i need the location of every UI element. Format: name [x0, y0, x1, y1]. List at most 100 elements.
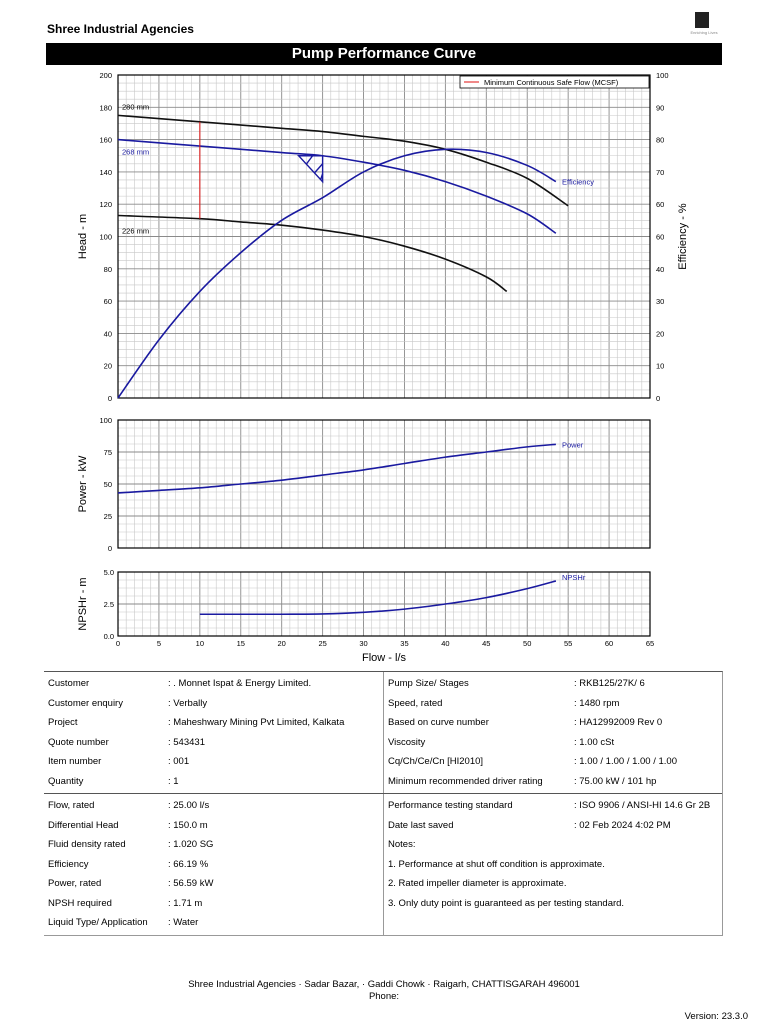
info-value: : 543431 — [168, 736, 205, 748]
version-label: Version: 23.3.0 — [684, 1011, 748, 1022]
info-value: : Water — [168, 917, 199, 928]
info-row: Date last saved : 02 Feb 2024 4:02 PM — [388, 816, 722, 836]
info-value: : 1480 rpm — [574, 697, 620, 709]
info-label: Customer enquiry — [48, 697, 123, 709]
legend-box — [459, 75, 650, 89]
efficiency-tick: 90 — [656, 103, 664, 112]
chart-grids — [117, 74, 651, 637]
info-label: Project — [48, 717, 78, 728]
flow-tick: 50 — [523, 639, 531, 648]
power-tick: 75 — [104, 448, 112, 457]
info-row: Pump Size/ Stages: RKB125/27K/ 6 — [388, 674, 722, 694]
curve-268-mm — [117, 138, 557, 234]
info-block-bottom: Flow, rated : 25.00 l/s Differential Head:… — [44, 794, 722, 935]
power-axis-label: Power - kW — [77, 455, 89, 512]
flow-tick: 10 — [196, 639, 204, 648]
standards-notes: Performance testing standard : ISO 9906 /… — [383, 794, 722, 935]
info-value: : 1.00 / 1.00 / 1.00 / 1.00 — [574, 756, 677, 767]
info-value: : 66.19 % — [168, 858, 209, 870]
rated-conditions: Flow, rated : 25.00 l/s Differential Head:… — [44, 794, 383, 935]
pump-info: Pump Size/ Stages: RKB125/27K/ 6 Speed, r… — [383, 672, 722, 793]
head-tick: 100 — [99, 233, 112, 242]
info-value: : 1.020 SG — [168, 839, 214, 850]
curve-280-mm — [117, 114, 569, 207]
info-value: : . Monnet Ispat & Energy Limited. — [168, 678, 312, 689]
info-label: Quantity — [48, 775, 84, 787]
info-label: Based on curve number — [388, 717, 489, 728]
info-label: Liquid Type/ Application — [48, 917, 148, 928]
info-block-top: Customer : . Monnet Ispat & Energy Limite… — [44, 672, 722, 794]
info-value: : HA12992009 Rev 0 — [574, 717, 663, 728]
curve-efficiency — [117, 148, 557, 399]
npsh-tick: 5.0 — [104, 568, 114, 577]
logo-caption: Enriching Lives — [690, 30, 718, 35]
npsh-tick: 0.0 — [104, 632, 114, 641]
label-npshr: NPSHr — [562, 573, 586, 582]
efficiency-tick: 40 — [656, 265, 664, 274]
curve-power — [117, 443, 556, 494]
flow-tick: 45 — [482, 639, 490, 648]
head-tick: 40 — [104, 329, 112, 338]
head-tick: 140 — [99, 168, 112, 177]
efficiency-tick: 100 — [656, 71, 669, 80]
efficiency-tick: 30 — [656, 297, 664, 306]
footer: Shree Industrial Agencies · Sadar Bazar,… — [0, 979, 768, 1003]
info-label: Date last saved — [388, 819, 454, 831]
info-row: Efficiency: 66.19 % — [48, 855, 383, 875]
power-tick: 25 — [104, 512, 112, 521]
info-label: Differential Head — [48, 819, 119, 831]
flow-tick: 5 — [157, 639, 161, 648]
footer-phone: Phone: — [368, 991, 400, 1002]
info-label: Speed, rated — [388, 697, 443, 709]
info-value: : 1.00 cSt — [574, 736, 615, 748]
footer-address: Shree Industrial Agencies · Sadar Bazar,… — [188, 979, 580, 990]
info-value: : 25.00 l/s — [168, 800, 210, 811]
info-label: Flow, rated — [48, 800, 95, 811]
info-row: Project : Maheshwary Mining Pvt Limited, … — [48, 713, 383, 733]
pump-info-table: Customer : . Monnet Ispat & Energy Limite… — [44, 671, 723, 936]
info-row: Viscosity: 1.00 cSt — [388, 733, 722, 753]
flow-tick: 20 — [278, 639, 286, 648]
head-tick: 20 — [104, 362, 112, 371]
info-label: Fluid density rated — [48, 839, 126, 850]
notes-title: Notes: — [388, 839, 416, 850]
performance-charts: 0204060801001201401601802000102030406060… — [77, 71, 689, 664]
head-tick: 60 — [104, 297, 112, 306]
info-label: Cq/Ch/Ce/Cn [HI2010] — [388, 756, 484, 767]
head-tick: 120 — [99, 200, 112, 209]
info-row: Liquid Type/ Application : Water — [48, 913, 383, 933]
head-tick: 200 — [99, 71, 112, 80]
legend-mcsf-label: Minimum Continuous Safe Flow (MCSF) — [484, 78, 619, 87]
info-label: Performance testing standard — [388, 800, 513, 811]
info-row: Customer enquiry: Verbally — [48, 694, 383, 714]
head-axis-label: Head - m — [77, 214, 89, 259]
info-label: Pump Size/ Stages — [388, 678, 469, 689]
flow-tick: 15 — [237, 639, 245, 648]
info-label: Customer — [48, 678, 90, 689]
head-tick: 80 — [104, 265, 112, 274]
company-name: Shree Industrial Agencies — [47, 22, 194, 36]
info-label: Quote number — [48, 736, 109, 748]
company-logo — [695, 12, 709, 28]
flow-tick: 65 — [646, 639, 654, 648]
note-item: 2. Rated impeller diameter is approximat… — [388, 878, 567, 889]
flow-tick: 55 — [564, 639, 572, 648]
power-tick: 100 — [99, 416, 112, 425]
info-row: Quote number : 543431 — [48, 733, 383, 753]
flow-tick: 60 — [605, 639, 613, 648]
info-row: Differential Head: 150.0 m — [48, 816, 383, 836]
npsh-axis-label: NPSHr - m — [77, 577, 89, 630]
efficiency-tick: 0 — [656, 394, 660, 403]
info-value: : ISO 9906 / ANSI-HI 14.6 Gr 2B — [574, 800, 711, 811]
chart-curves — [117, 114, 569, 616]
info-value: : 75.00 kW / 101 hp — [574, 775, 657, 787]
head-tick: 0 — [108, 394, 112, 403]
info-row: Based on curve number : HA12992009 Rev 0 — [388, 713, 722, 733]
info-label: Power, rated — [48, 878, 102, 889]
info-value: : 02 Feb 2024 4:02 PM — [574, 819, 671, 831]
power-tick: 0 — [108, 544, 112, 553]
info-value: : Maheshwary Mining Pvt Limited, Kalkata — [168, 717, 345, 728]
label-power: Power — [562, 440, 584, 449]
head-tick: 180 — [99, 103, 112, 112]
efficiency-tick: 60 — [656, 200, 664, 209]
